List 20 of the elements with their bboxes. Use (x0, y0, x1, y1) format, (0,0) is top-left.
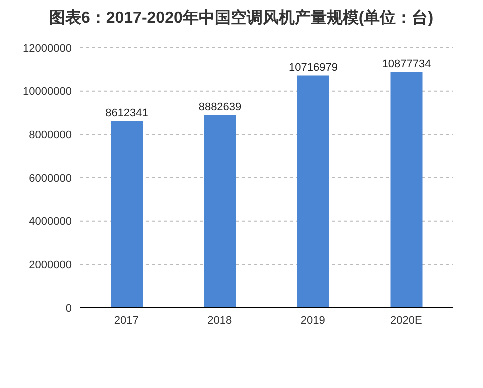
y-tick-label: 12000000 (23, 42, 72, 55)
y-tick-label: 2000000 (29, 260, 72, 272)
chart-title: 图表6：2017-2020年中国空调风机产量规模(单位：台) (48, 8, 435, 29)
bar (390, 72, 423, 308)
y-tick-label: 10000000 (23, 86, 72, 98)
x-tick-label: 2020E (390, 314, 422, 327)
data-label: 10716979 (289, 62, 338, 74)
y-tick-label: 6000000 (29, 172, 72, 185)
y-tick-label: 0 (66, 302, 72, 315)
y-tick-label: 8000000 (29, 130, 72, 142)
y-tick-label: 4000000 (29, 216, 72, 228)
bar (111, 121, 143, 308)
bar (204, 116, 236, 308)
x-tick-label: 2018 (208, 314, 232, 327)
data-label: 8882639 (198, 102, 242, 114)
x-tick-label: 2017 (114, 314, 139, 327)
x-tick-label: 2019 (300, 314, 326, 327)
bar (298, 76, 330, 308)
data-label: 10877734 (382, 58, 432, 70)
data-label: 8612341 (106, 107, 148, 120)
